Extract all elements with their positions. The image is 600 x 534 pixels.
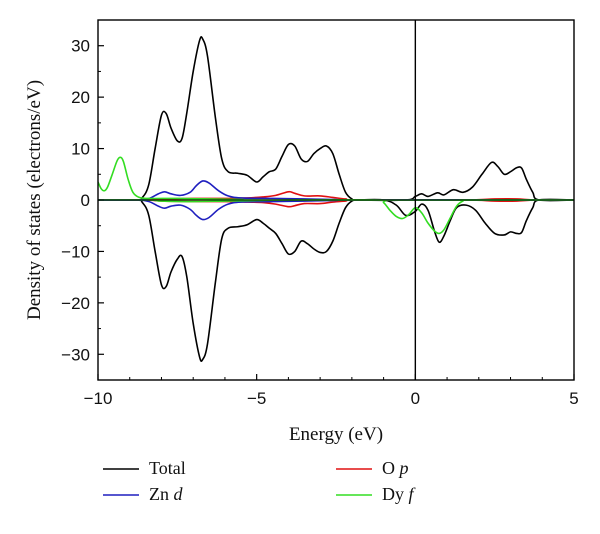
legend-item-total: Total bbox=[103, 458, 186, 478]
legend-label: O p bbox=[382, 458, 409, 478]
legend: Total O p Zn d Dy f bbox=[103, 458, 417, 504]
x-tick-label: 0 bbox=[411, 389, 420, 408]
x-axis-title: Energy (eV) bbox=[289, 424, 383, 445]
x-tick-label: −5 bbox=[247, 389, 266, 408]
x-tick-label: −10 bbox=[84, 389, 113, 408]
legend-label: Zn d bbox=[149, 484, 184, 504]
series-zn-d-down-line bbox=[98, 199, 574, 221]
y-tick-label: 20 bbox=[71, 88, 90, 107]
legend-label: Total bbox=[149, 458, 186, 478]
y-tick-label: 30 bbox=[71, 37, 90, 56]
y-tick-label: 10 bbox=[71, 140, 90, 159]
y-tick-label: −30 bbox=[61, 345, 90, 364]
series-dy-f-down-line bbox=[98, 198, 574, 235]
y-tick-label: 0 bbox=[81, 191, 90, 210]
series-total-down-line bbox=[98, 198, 574, 362]
legend-item-zn-d: Zn d bbox=[103, 484, 184, 504]
legend-item-o-p: O p bbox=[336, 458, 409, 478]
y-axis-title: Density of states (electrons/eV) bbox=[24, 80, 45, 320]
legend-item-dy-f: Dy f bbox=[336, 484, 417, 504]
series-layer bbox=[98, 36, 574, 362]
legend-label: Dy f bbox=[382, 484, 417, 504]
x-tick-label: 5 bbox=[569, 389, 578, 408]
axis-ticks: −10 −5 0 5 −30 −20 −10 0 10 20 30 bbox=[61, 37, 579, 408]
series-total-up-line bbox=[98, 36, 574, 202]
y-tick-label: −20 bbox=[61, 294, 90, 313]
y-tick-label: −10 bbox=[61, 242, 90, 261]
